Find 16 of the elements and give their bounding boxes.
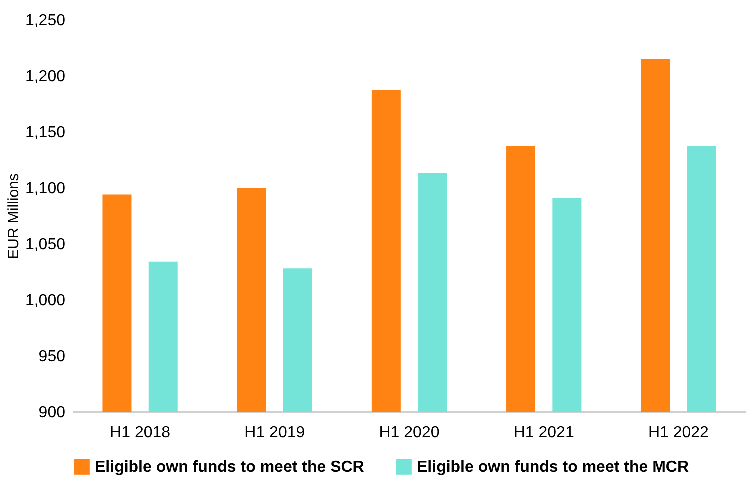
x-tick-label: H1 2020: [379, 424, 440, 442]
y-tick-label: 1,100: [25, 180, 66, 198]
legend-label: Eligible own funds to meet the SCR: [95, 459, 365, 476]
x-tick-label: H1 2018: [110, 424, 171, 442]
x-tick-label: H1 2019: [244, 424, 306, 442]
y-tick-label: 900: [38, 404, 66, 422]
x-tick-label: H1 2021: [514, 424, 574, 442]
y-tick-label: 1,000: [25, 292, 66, 310]
x-tick-label: H1 2022: [648, 424, 710, 442]
legend-label: Eligible own funds to meet the MCR: [417, 459, 690, 476]
y-axis-title: EUR Millions: [5, 174, 22, 260]
y-tick-label: 1,200: [25, 68, 66, 86]
y-tick-label: 1,250: [25, 12, 66, 30]
y-tick-label: 1,050: [25, 236, 66, 254]
y-tick-label: 950: [38, 348, 66, 366]
y-tick-label: 1,150: [25, 124, 66, 142]
